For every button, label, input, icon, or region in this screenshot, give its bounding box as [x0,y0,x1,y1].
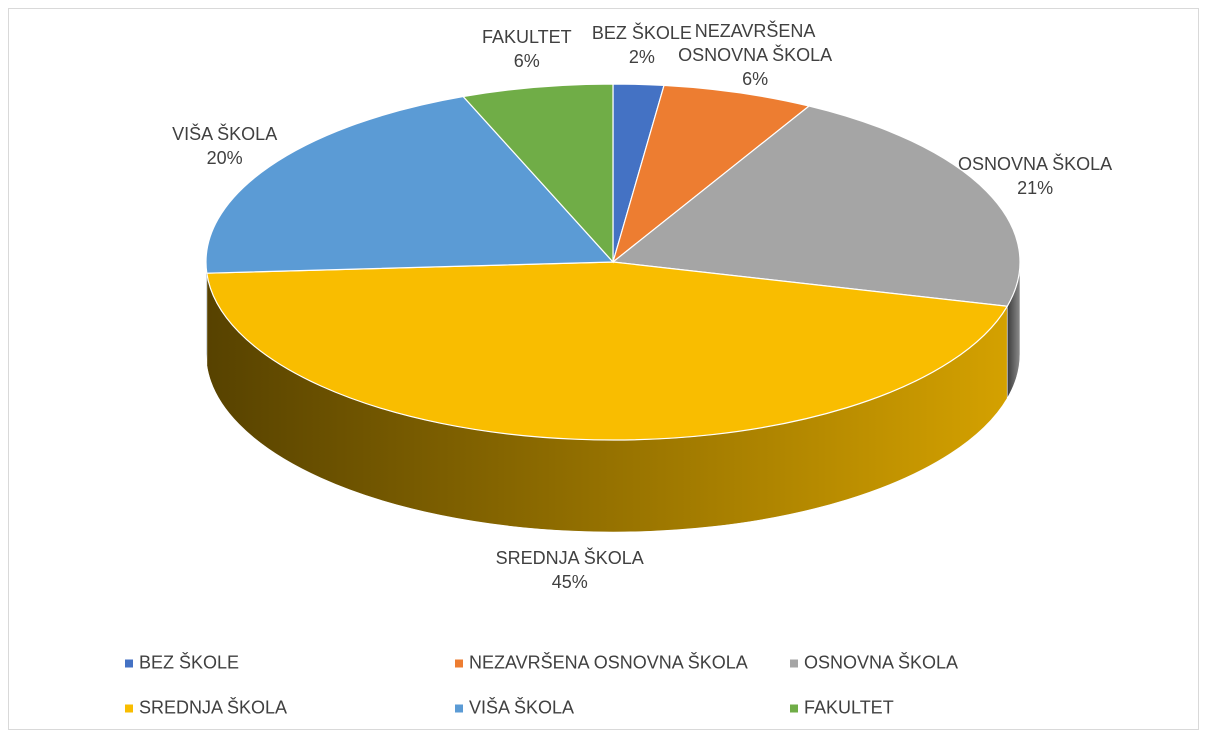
data-label: OSNOVNA ŠKOLA 21% [958,152,1112,200]
data-label-category: FAKULTET [481,26,572,47]
legend-label: OSNOVNA ŠKOLA [804,652,959,673]
data-label-category: VIŠA ŠKOLA [172,123,278,144]
data-label-category: BEZ ŠKOLE [591,23,692,44]
data-label: VIŠA ŠKOLA 20% [172,122,277,170]
legend-label: SREDNJA ŠKOLA [139,697,288,718]
data-label-value: 6% [742,69,769,90]
legend-label: BEZ ŠKOLE [139,652,240,673]
legend-label: VIŠA ŠKOLA [469,697,575,718]
data-label-value: 45% [551,572,588,593]
legend-swatch [125,704,133,712]
data-label: SREDNJA ŠKOLA 45% [496,546,644,594]
slice [206,261,1009,441]
legend-item: BEZ ŠKOLE [125,653,239,674]
data-label-category: NEZAVRŠENA OSNOVNA ŠKOLA [678,21,833,66]
legend-swatch [125,659,133,667]
legend-swatch [790,704,798,712]
legend-item: SREDNJA ŠKOLA [125,698,287,719]
legend-swatch [790,659,798,667]
slice-side [205,261,208,366]
chart-border [8,8,1199,730]
data-label: FAKULTET 6% [482,25,572,73]
legend-item: VIŠA ŠKOLA [455,698,574,719]
legend-swatch [455,704,463,712]
data-label-value: 6% [513,50,540,71]
data-label-category: OSNOVNA ŠKOLA [958,153,1113,174]
legend-swatch [455,659,463,667]
legend-label: NEZAVRŠENA OSNOVNA ŠKOLA [469,652,748,673]
legend-label: FAKULTET [804,697,894,718]
legend-item: OSNOVNA ŠKOLA [790,653,958,674]
data-label-value: 2% [628,47,655,68]
slice [611,84,811,264]
legend-item: NEZAVRŠENA OSNOVNA ŠKOLA [455,653,748,674]
slice [461,83,614,264]
data-label-value: 21% [1017,177,1054,198]
legend-item: FAKULTET [790,698,894,719]
slice [611,105,1021,307]
data-label-category: SREDNJA ŠKOLA [495,548,644,569]
data-label: BEZ ŠKOLE 2% [592,21,692,69]
data-label-value: 20% [206,147,243,168]
slice [205,95,615,274]
data-label: NEZAVRŠENA OSNOVNA ŠKOLA 6% [660,19,850,91]
